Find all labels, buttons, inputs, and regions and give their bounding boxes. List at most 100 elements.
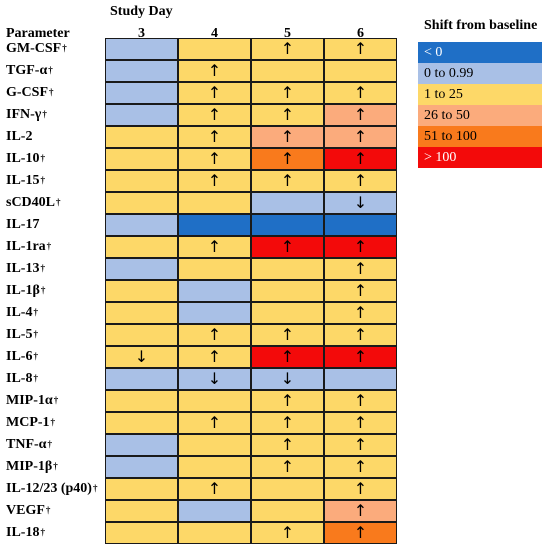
heatmap-cell xyxy=(178,258,251,280)
heatmap-cell: ↑ xyxy=(178,60,251,82)
heatmap-cell xyxy=(178,390,251,412)
heatmap-cell xyxy=(105,82,178,104)
dagger-mark: † xyxy=(40,527,45,537)
row-label: IL-5† xyxy=(6,327,38,342)
heatmap-cell xyxy=(178,192,251,214)
arrow-up-icon: ↑ xyxy=(207,325,222,344)
arrow-up-icon: ↑ xyxy=(280,149,295,168)
row-label: VEGF† xyxy=(6,503,51,518)
heatmap-cell xyxy=(105,192,178,214)
heatmap-cell: ↑ xyxy=(324,434,397,456)
arrow-up-icon: ↑ xyxy=(207,413,222,432)
heatmap-cell xyxy=(251,500,324,522)
dagger-mark: † xyxy=(53,461,58,471)
dagger-mark: † xyxy=(46,241,52,251)
dagger-mark: † xyxy=(33,373,38,383)
row-label: IL-1ra† xyxy=(6,239,52,254)
row-label: GM-CSF† xyxy=(6,41,67,56)
heatmap-cell xyxy=(178,434,251,456)
dagger-mark: † xyxy=(40,263,45,273)
dagger-mark: † xyxy=(53,395,59,405)
row-label: IL-17 xyxy=(6,217,40,232)
day-header-5: 5 xyxy=(284,26,291,41)
heatmap-cell: ↑ xyxy=(324,148,397,170)
row-label: IL-15† xyxy=(6,173,45,188)
heatmap-cell xyxy=(251,302,324,324)
heatmap-cell xyxy=(105,500,178,522)
arrow-up-icon: ↑ xyxy=(207,83,222,102)
heatmap-cell xyxy=(251,258,324,280)
heatmap-cell xyxy=(105,38,178,60)
arrow-up-icon: ↑ xyxy=(207,127,222,146)
day-header-6: 6 xyxy=(357,26,364,41)
heatmap-cell xyxy=(178,302,251,324)
arrow-up-icon: ↑ xyxy=(353,171,368,190)
dagger-mark: † xyxy=(56,197,61,207)
heatmap-cell: ↑ xyxy=(251,148,324,170)
heatmap-cell: ↑ xyxy=(251,412,324,434)
arrow-up-icon: ↑ xyxy=(353,413,368,432)
heatmap-cell: ↑ xyxy=(324,346,397,368)
heatmap-cell: ↑ xyxy=(324,170,397,192)
dagger-mark: † xyxy=(45,505,51,515)
arrow-up-icon: ↑ xyxy=(353,501,368,520)
arrow-up-icon: ↑ xyxy=(280,105,295,124)
arrow-up-icon: ↑ xyxy=(353,259,368,278)
arrow-up-icon: ↑ xyxy=(353,127,368,146)
arrow-up-icon: ↑ xyxy=(280,325,295,344)
heatmap-cell xyxy=(105,478,178,500)
heatmap-cell xyxy=(105,390,178,412)
arrow-up-icon: ↑ xyxy=(353,457,368,476)
heatmap-cell xyxy=(105,104,178,126)
arrow-up-icon: ↑ xyxy=(353,325,368,344)
heatmap-cell xyxy=(178,500,251,522)
heatmap-cell xyxy=(324,60,397,82)
dagger-mark: † xyxy=(33,351,38,361)
arrow-up-icon: ↑ xyxy=(353,39,368,58)
legend-item: 0 to 0.99 xyxy=(418,63,542,84)
row-label: IL-4† xyxy=(6,305,38,320)
dagger-mark: † xyxy=(49,87,54,97)
heatmap-cell: ↑ xyxy=(251,434,324,456)
row-label: sCD40L† xyxy=(6,195,61,210)
heatmap-cell xyxy=(251,214,324,236)
dagger-mark: † xyxy=(92,483,98,493)
heatmap-cell xyxy=(251,192,324,214)
heatmap-cell: ↑ xyxy=(324,104,397,126)
heatmap-cell xyxy=(105,214,178,236)
arrow-up-icon: ↑ xyxy=(207,149,222,168)
heatmap-cell: ↑ xyxy=(251,104,324,126)
arrow-up-icon: ↑ xyxy=(280,523,295,542)
heatmap-cell: ↑ xyxy=(324,126,397,148)
heatmap-cell xyxy=(105,126,178,148)
heatmap-cell xyxy=(105,302,178,324)
heatmap-cell xyxy=(105,60,178,82)
arrow-up-icon: ↑ xyxy=(353,149,368,168)
heatmap-cell: ↑ xyxy=(324,280,397,302)
arrow-up-icon: ↑ xyxy=(353,105,368,124)
arrow-down-icon: ↓ xyxy=(134,347,149,366)
heatmap-cell xyxy=(324,214,397,236)
heatmap-cell: ↑ xyxy=(251,236,324,258)
heatmap-cell: ↓ xyxy=(178,368,251,390)
arrow-up-icon: ↑ xyxy=(353,479,368,498)
heatmap-cell: ↑ xyxy=(324,324,397,346)
heatmap-cell: ↑ xyxy=(178,412,251,434)
legend-item: 51 to 100 xyxy=(418,126,542,147)
heatmap-cell: ↑ xyxy=(251,456,324,478)
arrow-up-icon: ↑ xyxy=(353,303,368,322)
legend-item: 26 to 50 xyxy=(418,105,542,126)
dagger-mark: † xyxy=(50,417,56,427)
arrow-up-icon: ↑ xyxy=(207,347,222,366)
dagger-mark: † xyxy=(42,109,47,119)
legend-item: > 100 xyxy=(418,147,542,168)
heatmap-cell xyxy=(105,412,178,434)
study-day-title: Study Day xyxy=(110,4,173,19)
heatmap-cell xyxy=(178,214,251,236)
heatmap-cell: ↑ xyxy=(324,522,397,544)
heatmap-cell: ↑ xyxy=(178,148,251,170)
dagger-mark: † xyxy=(62,43,67,53)
row-label: IL-2 xyxy=(6,129,33,144)
dagger-mark: † xyxy=(48,65,53,75)
dagger-mark: † xyxy=(47,439,52,449)
